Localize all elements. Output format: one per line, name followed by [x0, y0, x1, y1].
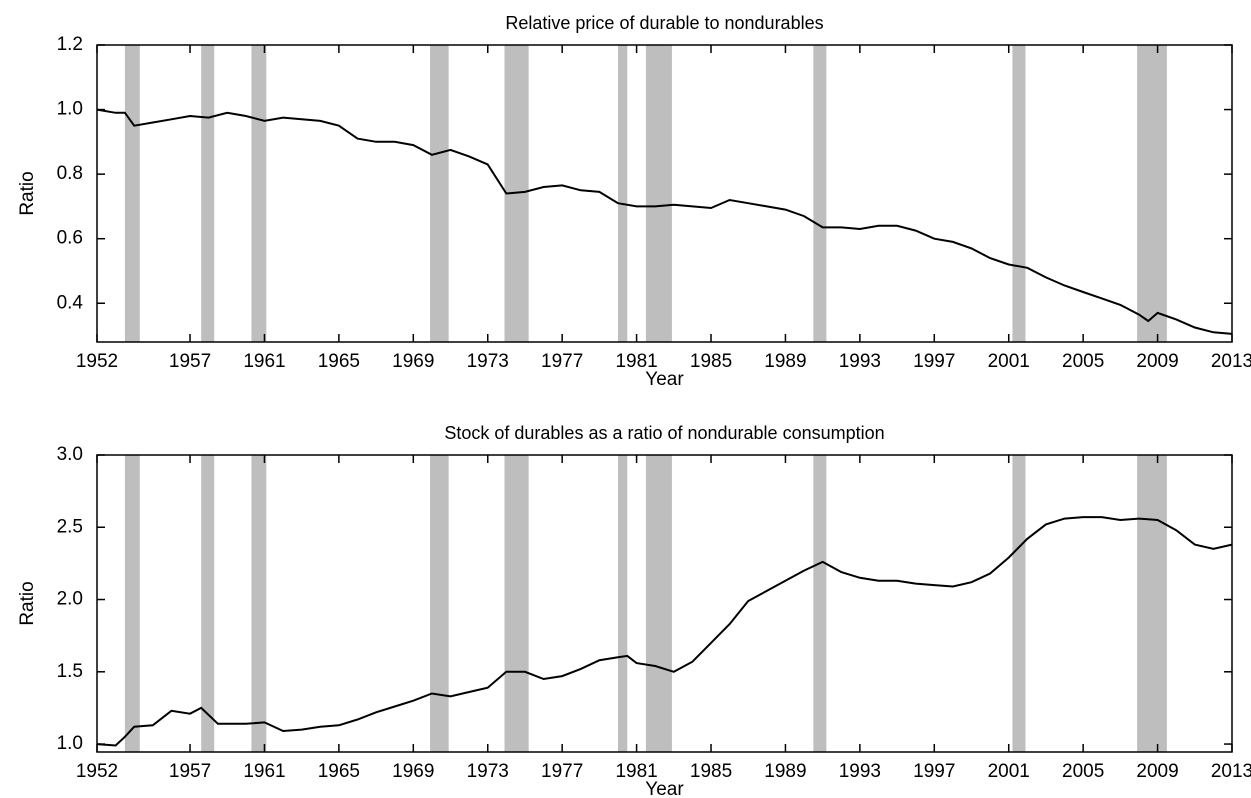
- chart-title: Stock of durables as a ratio of nondurab…: [444, 423, 884, 443]
- x-tick-label: 2001: [988, 761, 1030, 782]
- recession-band: [1137, 45, 1167, 342]
- y-tick-label: 2.5: [57, 516, 83, 537]
- x-tick-label: 2009: [1136, 761, 1178, 782]
- x-tick-label: 1973: [467, 761, 509, 782]
- recession-band: [813, 45, 827, 342]
- recession-band: [1012, 45, 1026, 342]
- x-tick-label: 1977: [541, 351, 583, 372]
- x-tick-label: 2013: [1211, 761, 1251, 782]
- x-tick-label: 1961: [243, 351, 285, 372]
- x-tick-label: 1952: [76, 351, 118, 372]
- y-tick-label: 0.4: [57, 292, 84, 313]
- recession-band: [430, 45, 449, 342]
- x-tick-label: 1993: [839, 351, 881, 372]
- y-tick-label: 2.0: [57, 589, 83, 610]
- recession-band: [813, 455, 827, 752]
- x-tick-label: 1973: [467, 351, 509, 372]
- x-tick-label: 1957: [169, 761, 211, 782]
- x-tick-label: 1997: [913, 351, 955, 372]
- recession-band: [201, 455, 215, 752]
- x-tick-label: 1981: [615, 761, 657, 782]
- x-tick-label: 1985: [690, 351, 732, 372]
- x-tick-label: 2009: [1136, 351, 1178, 372]
- y-tick-label: 1.2: [57, 34, 83, 55]
- y-axis-label: Ratio: [17, 171, 38, 215]
- x-tick-label: 1977: [541, 761, 583, 782]
- x-tick-label: 1989: [764, 351, 806, 372]
- x-tick-label: 1957: [169, 351, 211, 372]
- data-line: [96, 516, 1233, 747]
- recession-band: [251, 45, 267, 342]
- x-tick-label: 1985: [690, 761, 732, 782]
- recession-band: [430, 455, 449, 752]
- recession-band: [251, 455, 267, 752]
- plot-frame: [96, 44, 1233, 343]
- x-tick-label: 1989: [764, 761, 806, 782]
- x-tick-label: 1997: [913, 761, 955, 782]
- y-tick-label: 0.8: [57, 163, 83, 184]
- recession-band: [124, 45, 140, 342]
- x-tick-label: 1961: [243, 761, 285, 782]
- x-tick-label: 1965: [318, 351, 360, 372]
- x-tick-label: 1969: [392, 351, 434, 372]
- y-tick-label: 1.0: [57, 733, 83, 754]
- recession-band: [645, 455, 672, 752]
- recession-band: [645, 45, 672, 342]
- x-tick-label: 2005: [1062, 351, 1104, 372]
- recession-band: [504, 455, 529, 752]
- recession-band: [617, 45, 628, 342]
- recession-band: [1137, 455, 1167, 752]
- x-axis-label: Year: [645, 779, 684, 798]
- x-tick-label: 2005: [1062, 761, 1104, 782]
- x-tick-label: 1969: [392, 761, 434, 782]
- recession-band: [201, 45, 215, 342]
- x-tick-label: 2001: [988, 351, 1030, 372]
- y-tick-label: 0.6: [57, 228, 83, 249]
- x-tick-label: 1993: [839, 761, 881, 782]
- recession-band: [617, 455, 628, 752]
- x-tick-label: 1981: [615, 351, 657, 372]
- x-tick-label: 1952: [76, 761, 118, 782]
- x-tick-label: 2013: [1211, 351, 1251, 372]
- recession-band: [124, 455, 140, 752]
- recession-band: [1012, 455, 1026, 752]
- chart-title: Relative price of durable to nondurables: [505, 13, 823, 33]
- y-axis-label: Ratio: [17, 581, 38, 625]
- x-tick-label: 1965: [318, 761, 360, 782]
- y-tick-label: 3.0: [57, 444, 83, 465]
- plot-frame: [96, 454, 1233, 753]
- y-tick-label: 1.5: [57, 661, 83, 682]
- y-tick-label: 1.0: [57, 99, 83, 120]
- data-line: [96, 108, 1233, 335]
- x-axis-label: Year: [645, 369, 684, 390]
